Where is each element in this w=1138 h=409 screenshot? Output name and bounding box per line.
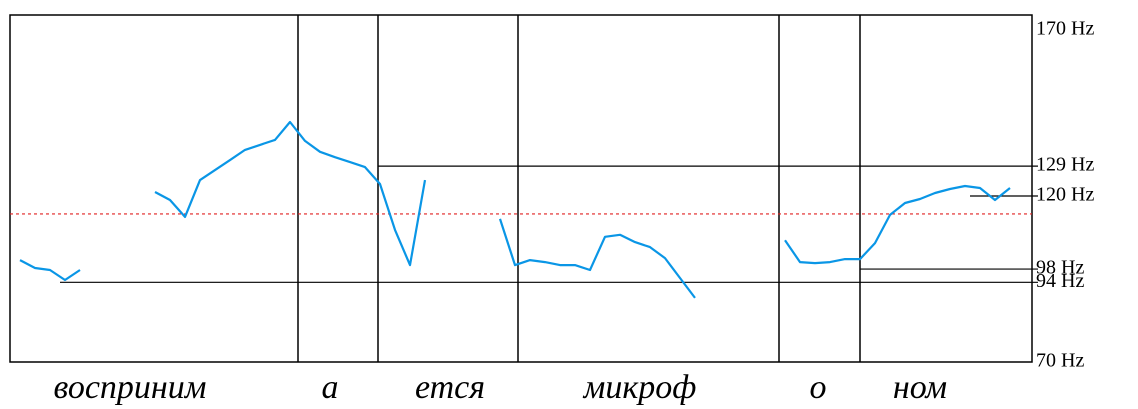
y-tick-label: 94 Hz — [1036, 270, 1084, 292]
segment-label: восприним — [54, 369, 207, 406]
y-tick-label: 70 Hz — [1036, 350, 1084, 372]
y-tick-label: 129 Hz — [1036, 154, 1094, 176]
segment-label: ном — [893, 369, 947, 406]
y-tick-label: 98 Hz — [1036, 257, 1084, 279]
pitch-line — [19, 120, 1011, 299]
segment-label: микроф — [583, 369, 697, 406]
plot-frame — [9, 14, 1033, 363]
y-tick-label: 120 Hz — [1036, 184, 1094, 206]
segment-label: а — [322, 369, 339, 406]
spectrogram — [20, 10, 975, 355]
y-tick-label: 170 Hz — [1036, 18, 1094, 40]
segment-label: о — [810, 369, 827, 406]
segment-label: ется — [415, 369, 485, 406]
